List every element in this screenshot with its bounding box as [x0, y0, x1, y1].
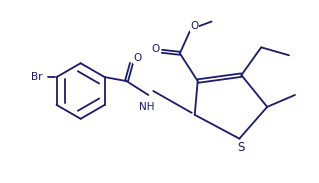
Text: O: O: [133, 53, 142, 63]
Text: O: O: [191, 21, 199, 31]
Text: S: S: [238, 141, 245, 154]
Text: Br: Br: [31, 72, 43, 82]
Text: O: O: [151, 44, 159, 54]
Text: NH: NH: [138, 102, 154, 112]
